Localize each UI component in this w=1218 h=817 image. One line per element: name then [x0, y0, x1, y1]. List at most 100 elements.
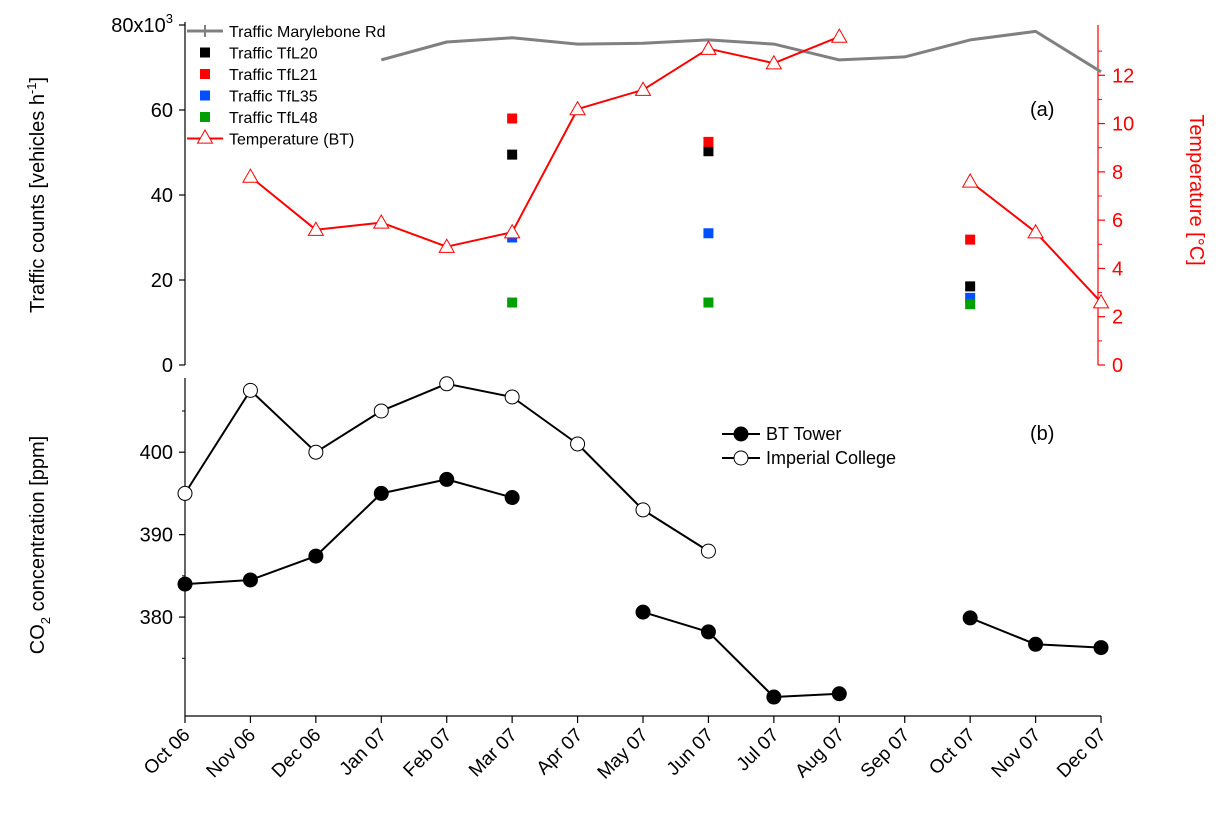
marker-bt-tower-oct-07: [962, 610, 978, 626]
marker-imperial-college-nov-06: [242, 382, 258, 398]
marker-imperial-college-jan-07: [373, 403, 389, 419]
y2-axis-title-a: Temperature [°C]: [1185, 114, 1207, 265]
y-axis-title-a-main: Traffic counts [vehicles h: [27, 94, 49, 313]
marker-temperature-bt-nov-07: [1027, 223, 1044, 239]
legend-marker-traffic-tfl35: [200, 90, 210, 101]
marker-temperature-bt-feb-07: [438, 238, 456, 253]
y-tick-label-b-380: 380: [140, 607, 173, 629]
series-line-bt-tower: [184, 478, 513, 586]
marker-traffic-tfl20-oct-07: [965, 281, 976, 292]
y-tick-label-a-0: 0: [162, 355, 173, 377]
marker-traffic-tfl35-jun-07: [703, 228, 714, 239]
marker-temperature-bt-may-07: [634, 81, 652, 96]
marker-temperature-bt-mar-07: [503, 223, 521, 239]
series-line-temperature-bt: [249, 35, 840, 248]
marker-temperature-bt-dec-07: [1092, 293, 1110, 309]
marker-temperature-bt-oct-07: [961, 173, 979, 188]
x-tick-label-aug-07: Aug 07: [791, 725, 848, 782]
legend-label-temperature-bt: Temperature (BT): [229, 132, 354, 149]
x-tick-label-jan-07: Jan 07: [336, 725, 391, 780]
marker-imperial-college-jun-07: [700, 543, 716, 559]
marker-bt-tower-nov-07: [1028, 636, 1044, 652]
marker-temperature-bt-dec-06: [307, 221, 325, 236]
panel-b: 380 390 400 CO2 concentration [ppm] (b) Oct 0…: [27, 376, 1111, 784]
marker-bt-tower-jun-07: [700, 624, 716, 640]
legend-marker-imperial-college: [733, 450, 749, 466]
x-tick-label-jul-07: Jul 07: [733, 725, 784, 776]
marker-temperature-bt-nov-06: [242, 168, 259, 183]
marker-traffic-tfl21-oct-07: [965, 234, 976, 245]
legend-marker-traffic-tfl20: [200, 47, 210, 58]
marker-imperial-college-feb-07: [439, 376, 455, 392]
y2-tick-label-a-10: 10: [1112, 114, 1134, 136]
marker-imperial-college-dec-06: [308, 444, 324, 460]
x-tick-label-nov-06: Nov 06: [203, 725, 260, 782]
x-tick-label-may-07: May 07: [594, 725, 653, 784]
marker-imperial-college-mar-07: [504, 389, 520, 405]
y-axis-title-a-sup: -1: [24, 83, 39, 95]
marker-temperature-bt-jan-07: [372, 214, 390, 229]
x-tick-label-sep-07: Sep 07: [857, 725, 914, 782]
legend-marker-bt-tower: [733, 426, 749, 442]
marker-bt-tower-feb-07: [439, 471, 455, 487]
marker-traffic-tfl48-oct-07: [965, 299, 976, 310]
x-tick-label-nov-07: Nov 07: [988, 725, 1045, 782]
x-tick-label-mar-07: Mar 07: [465, 725, 522, 782]
legend-label-bt-tower: BT Tower: [766, 424, 841, 444]
marker-bt-tower-nov-06: [242, 572, 258, 588]
legend-label-imperial-college: Imperial College: [766, 448, 896, 468]
legend-marker-traffic-tfl21: [200, 69, 210, 79]
y2-tick-label-a-4: 4: [1112, 258, 1123, 280]
x-tick-label-oct-07: Oct 07: [925, 725, 979, 779]
marker-imperial-college-apr-07: [570, 436, 586, 452]
y2-tick-label-a-0: 0: [1112, 355, 1123, 377]
y-axis-title-b-post: concentration [ppm]: [27, 436, 49, 617]
marker-temperature-bt-jul-07: [765, 54, 783, 70]
legend-marker-traffic-tfl48: [200, 112, 210, 122]
x-tick-label-dec-07: Dec 07: [1053, 725, 1110, 782]
legend-label-traffic-tfl35: Traffic TfL35: [229, 89, 318, 106]
y-tick-label-a-20: 20: [151, 270, 173, 292]
legend-label-traffic-marylebone-rd: Traffic Marylebone Rd: [229, 24, 386, 41]
series-line-imperial-college: [184, 382, 709, 552]
marker-traffic-tfl21-mar-07: [507, 113, 518, 124]
legend-b: BT Tower Imperial College: [722, 424, 896, 468]
legend-marker-temperature-bt: [196, 128, 214, 144]
marker-bt-tower-may-07: [635, 604, 651, 620]
y-tick-label-a-60: 60: [151, 100, 173, 122]
marker-traffic-tfl48-jun-07: [703, 297, 714, 308]
marker-temperature-bt-apr-07: [569, 100, 586, 116]
marker-bt-tower-aug-07: [831, 686, 847, 702]
y2-tick-label-a-2: 2: [1112, 307, 1123, 329]
marker-traffic-tfl21-jun-07: [703, 136, 714, 147]
marker-traffic-tfl48-mar-07: [507, 297, 518, 308]
x-tick-label-oct-06: Oct 06: [140, 725, 194, 779]
legend-label-traffic-tfl48: Traffic TfL48: [229, 110, 318, 127]
legend-label-traffic-tfl20: Traffic TfL20: [229, 46, 318, 63]
marker-traffic-tfl35-oct-07: [965, 292, 976, 303]
marker-imperial-college-oct-06: [177, 485, 193, 501]
y-axis-title-a-close: ]: [27, 77, 49, 83]
legend-a: Traffic Marylebone Rd Traffic TfL20 Traffi…: [187, 24, 386, 149]
series-line-temperature-bt: [969, 180, 1102, 303]
marker-traffic-tfl20-jun-07: [703, 146, 714, 157]
y-axis-title-b: CO2 concentration [ppm]: [27, 436, 53, 654]
x-tick-label-dec-06: Dec 06: [268, 725, 325, 782]
panel-label-b: (b): [1030, 423, 1054, 445]
marker-bt-tower-jul-07: [766, 689, 782, 705]
y-tick-label-b-400: 400: [140, 442, 173, 464]
marker-bt-tower-oct-06: [177, 576, 193, 592]
panel-label-a: (a): [1030, 99, 1054, 121]
marker-temperature-bt-jun-07: [700, 40, 717, 55]
legend-label-traffic-tfl21: Traffic TfL21: [229, 67, 318, 84]
y2-tick-label-a-6: 6: [1112, 210, 1123, 232]
y-axis-title-b-pre: CO: [27, 624, 49, 654]
y-axis-title-b-sub: 2: [38, 617, 53, 624]
marker-bt-tower-jan-07: [373, 485, 389, 501]
marker-bt-tower-mar-07: [504, 490, 520, 506]
x-tick-label-apr-07: Apr 07: [533, 725, 587, 779]
y-tick-label-b-390: 390: [140, 525, 173, 547]
